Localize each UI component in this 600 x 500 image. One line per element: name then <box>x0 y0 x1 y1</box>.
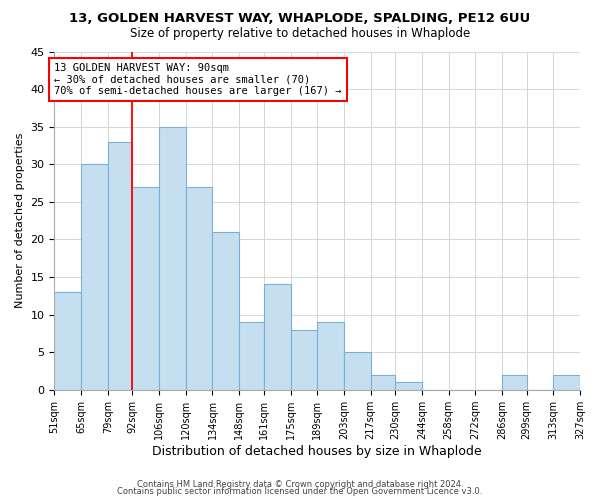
Bar <box>264 284 290 390</box>
Bar <box>133 187 159 390</box>
Bar <box>81 164 108 390</box>
Bar <box>159 126 186 390</box>
Bar <box>553 374 580 390</box>
Bar <box>212 232 239 390</box>
Bar <box>55 292 81 390</box>
Text: Contains HM Land Registry data © Crown copyright and database right 2024.: Contains HM Land Registry data © Crown c… <box>137 480 463 489</box>
Bar <box>108 142 133 390</box>
Text: 13 GOLDEN HARVEST WAY: 90sqm
← 30% of detached houses are smaller (70)
70% of se: 13 GOLDEN HARVEST WAY: 90sqm ← 30% of de… <box>55 63 342 96</box>
Bar <box>371 374 395 390</box>
Bar <box>239 322 264 390</box>
Bar <box>317 322 344 390</box>
Text: Contains public sector information licensed under the Open Government Licence v3: Contains public sector information licen… <box>118 488 482 496</box>
Bar <box>290 330 317 390</box>
Y-axis label: Number of detached properties: Number of detached properties <box>15 133 25 308</box>
Bar <box>395 382 422 390</box>
Text: 13, GOLDEN HARVEST WAY, WHAPLODE, SPALDING, PE12 6UU: 13, GOLDEN HARVEST WAY, WHAPLODE, SPALDI… <box>70 12 530 26</box>
X-axis label: Distribution of detached houses by size in Whaplode: Distribution of detached houses by size … <box>152 444 482 458</box>
Bar <box>502 374 527 390</box>
Bar <box>186 187 212 390</box>
Bar <box>344 352 371 390</box>
Text: Size of property relative to detached houses in Whaplode: Size of property relative to detached ho… <box>130 28 470 40</box>
